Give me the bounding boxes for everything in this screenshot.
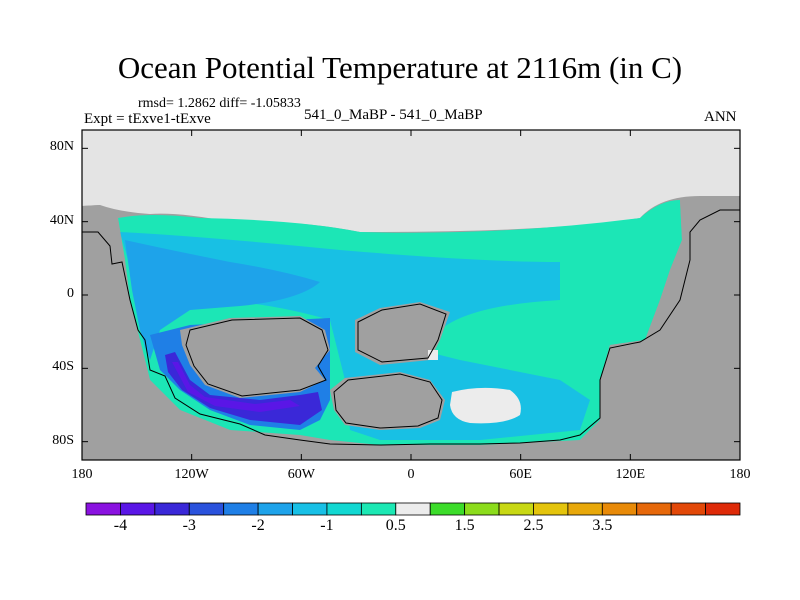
colorbar-box [567,502,603,516]
colorbar-box [188,502,225,516]
lat-tick-label: 0 [67,286,74,301]
lat-tick-label: 80S [52,432,74,448]
coastline-main [82,209,740,446]
axis-ticks [81,130,741,460]
colorbar-box [120,502,156,516]
lon-tick-label: 0 [407,467,415,482]
colorbar-box [360,502,397,516]
lon-tick-label: 180 [729,467,751,482]
lon-tick-label: 180 [71,467,93,482]
colorbar-box [395,502,431,516]
colorbar-box [326,502,362,516]
colorbar-box [705,502,741,516]
season-label: ANN [704,109,737,125]
colorbar-box [257,502,293,516]
colorbar-box [464,502,500,516]
lon-tick-label: 120W [174,467,209,482]
colorbar-box [223,502,259,516]
lat-tick-label: 40S [52,359,74,375]
colorbar-box [636,502,672,516]
colorbar-label: 2.5 [523,517,544,534]
lon-tick-label: 60W [287,467,315,482]
lat-tick-label: 80N [49,139,74,155]
colorbar-label: -4 [113,517,128,534]
colorbar-box [670,502,706,516]
land-continent-3 [355,302,450,365]
land-east [560,196,740,460]
coastline-continent-1 [185,317,329,397]
colorbar-label: -3 [182,517,196,534]
lon-tick-label: 60E [509,467,532,482]
colorbar-box [85,502,121,516]
ocean-region-lightblue [125,240,320,360]
colorbar-label: -2 [251,517,265,534]
colorbar-box [498,502,534,516]
missing-data-south [450,387,521,424]
coastline-continent-3 [357,303,447,363]
colorbar-box [429,502,466,516]
coastline-continent-2 [333,373,443,429]
lat-tick-label: 40N [49,212,74,228]
lon-tick-label: 120E [615,467,646,482]
colorbar-label: 1.5 [454,517,475,534]
colorbar-box [154,502,190,516]
case-label: 541_0_MaBP - 541_0_MaBP [304,107,483,123]
ocean-region-indigo [172,362,300,412]
colorbar-box [292,502,328,516]
colorbar-box [533,502,569,516]
land-continent-2 [330,372,445,430]
colorbar-label: 0.5 [385,517,406,534]
missing-data-patch [428,350,438,360]
temperature-field [82,130,740,460]
land-south [300,448,560,460]
plot-title: Ocean Potential Temperature at 2116m (in… [117,50,683,85]
colorbar [85,502,741,516]
missing-data-north [82,130,740,232]
land-west [82,205,300,460]
stats-text: rmsd= 1.2862 diff= -1.05833 [138,96,301,111]
land-continent-1 [180,316,330,398]
experiment-label: Expt = tExve1-tExve [84,111,211,127]
colorbar-label: 3.5 [592,517,613,534]
colorbar-label: -1 [320,517,334,534]
colorbar-box [601,502,638,516]
